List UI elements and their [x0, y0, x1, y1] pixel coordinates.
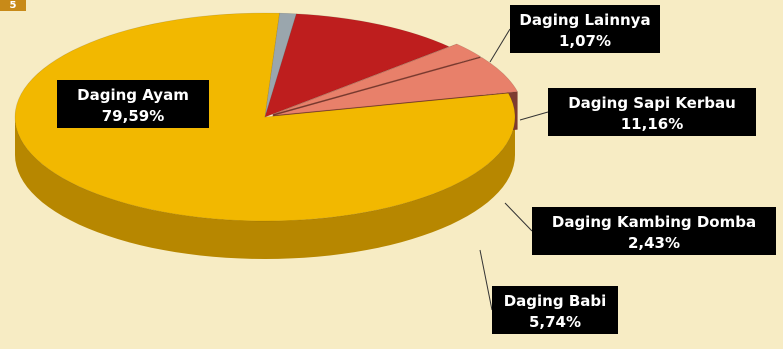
slice-value-label: 79,59% [102, 107, 164, 125]
slice-name-label: Daging Lainnya [519, 11, 650, 29]
figure-number-badge: 5 [0, 0, 26, 11]
slice-name-label: Daging Babi [504, 292, 607, 310]
data-label: Daging Ayam 79,59% [57, 80, 209, 128]
data-label-box [492, 286, 618, 334]
pie-slice-daging-lainnya [264, 12, 297, 118]
pie-side-daging-ayam [15, 117, 515, 259]
pie-slice-daging-sapi-kerbau [264, 13, 450, 118]
data-label-box [548, 88, 756, 136]
leader-line [504, 202, 533, 232]
pie-top-faces [14, 12, 519, 222]
slice-value-label: 2,43% [628, 234, 680, 252]
slice-value-label: 11,16% [621, 115, 683, 133]
slice-name-label: Daging Sapi Kerbau [568, 94, 736, 112]
slice-name-label: Daging Kambing Domba [552, 213, 756, 231]
pie-slice-daging-kambing-domba [272, 43, 482, 115]
slice-name-label: Daging Ayam [77, 86, 189, 104]
data-label-box [57, 80, 209, 128]
pie-slice-daging-ayam [14, 12, 516, 222]
data-label: Daging Sapi Kerbau 11,16% [548, 88, 756, 136]
data-label: Daging Babi 5,74% [492, 286, 618, 334]
slice-value-label: 1,07% [559, 32, 611, 50]
data-label: Daging Lainnya 1,07% [510, 5, 660, 53]
pie-slice-daging-babi [274, 57, 519, 116]
leader-line [479, 249, 493, 311]
leader-line [489, 28, 511, 63]
leader-line [519, 111, 549, 121]
data-label-box [510, 5, 660, 53]
slice-value-label: 5,74% [529, 313, 581, 331]
data-label-box [532, 207, 776, 255]
data-label: Daging Kambing Domba 2,43% [532, 207, 776, 255]
